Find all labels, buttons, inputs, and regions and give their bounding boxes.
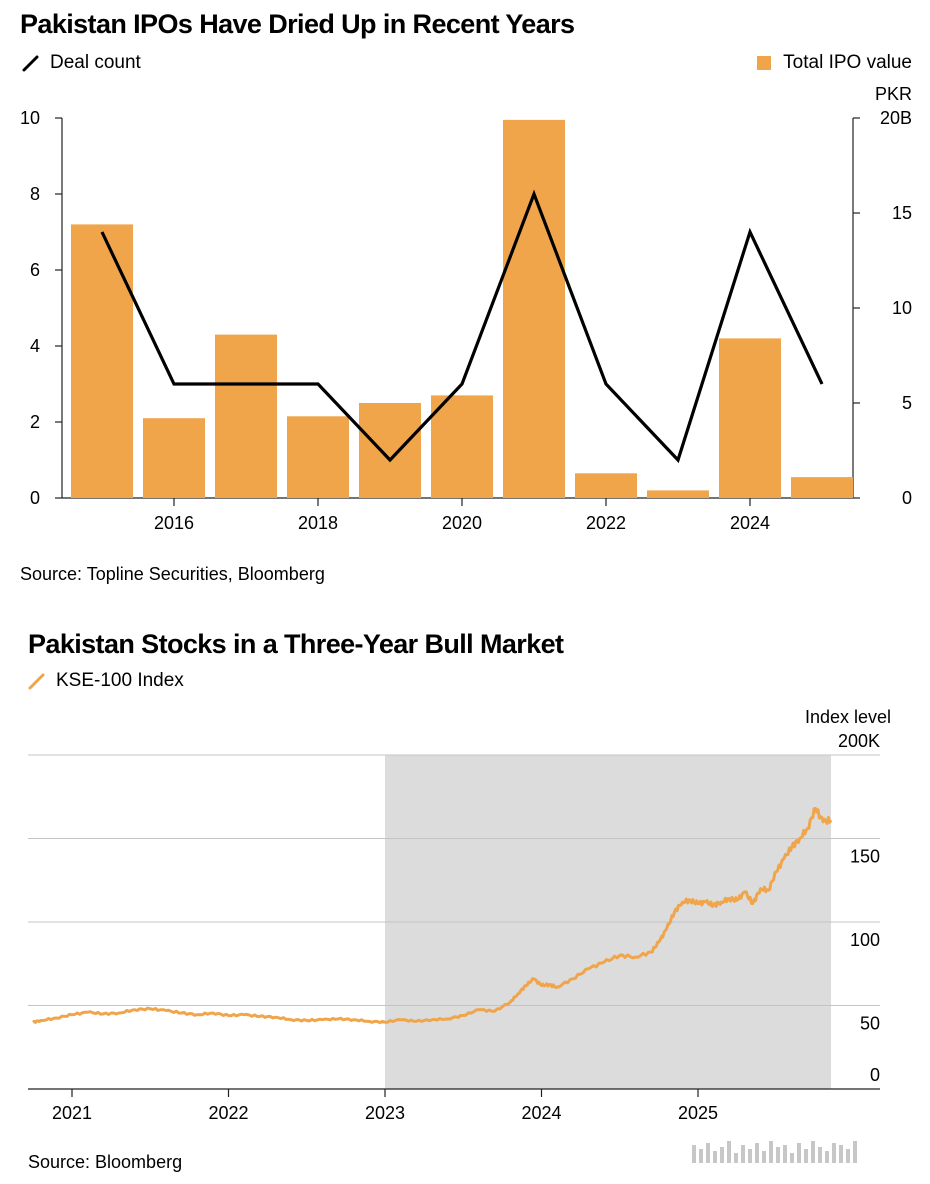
- left-tick-label: 4: [30, 336, 40, 356]
- bar-ipo-value-2020: [431, 395, 493, 498]
- chart1-plot: 0 2 4 6 8 10 0 5 10 15 20B PKR 2016 2018 2020 2022 2024: [20, 84, 912, 533]
- x-tick-label: 2022: [208, 1103, 248, 1123]
- y-axis-label: Index level: [805, 707, 891, 727]
- bar-ipo-value-2018: [287, 416, 349, 498]
- right-axis-unit-label: PKR: [875, 84, 912, 104]
- x-tick-label: 2022: [586, 513, 626, 533]
- chart1-legend-ipo-value: Total IPO value: [757, 52, 912, 74]
- bar-ipo-value-2017: [215, 334, 277, 498]
- square-legend-icon: [757, 56, 772, 70]
- chart2-source: Source: Bloomberg: [28, 1152, 183, 1172]
- x-tick-label: 2023: [365, 1103, 405, 1123]
- legend-label-kse100: KSE-100 Index: [56, 670, 184, 691]
- bar-ipo-value-2021: [503, 119, 565, 499]
- watermark-graphic: [692, 1141, 910, 1163]
- right-tick-label: 20B: [880, 108, 912, 128]
- bar-ipo-value-2024: [719, 338, 781, 498]
- chart1-legend-deal-count: Deal count: [22, 52, 141, 74]
- legend-label-deal-count: Deal count: [50, 52, 141, 73]
- x-tick-label: 2025: [678, 1103, 718, 1123]
- bar-ipo-value-2016: [143, 418, 205, 498]
- right-tick-label: 5: [902, 393, 912, 413]
- x-tick-label: 2024: [521, 1103, 561, 1123]
- line-legend-icon: [22, 55, 39, 72]
- left-tick-label: 2: [30, 412, 40, 432]
- legend-label-ipo-value: Total IPO value: [783, 52, 912, 73]
- x-tick-label: 2018: [298, 513, 338, 533]
- kse100-index-line: [32, 806, 833, 1025]
- right-tick-label: 10: [892, 298, 912, 318]
- y-tick-label: 50: [860, 1014, 880, 1034]
- x-tick-label: 2020: [442, 513, 482, 533]
- bar-ipo-value-2022: [575, 473, 637, 498]
- left-tick-label: 8: [30, 184, 40, 204]
- bar-ipo-value-2019: [359, 403, 421, 498]
- left-tick-label: 0: [30, 488, 40, 508]
- chart2-title: Pakistan Stocks in a Three-Year Bull Mar…: [28, 629, 564, 659]
- chart1-source: Source: Topline Securities, Bloomberg: [20, 564, 325, 584]
- x-tick-label: 2024: [730, 513, 770, 533]
- y-tick-label: 200K: [838, 731, 880, 751]
- y-tick-label: 100: [850, 930, 880, 950]
- bar-ipo-value-2015: [71, 224, 133, 498]
- chart2-legend-kse100: KSE-100 Index: [28, 670, 184, 692]
- right-tick-label: 15: [892, 203, 912, 223]
- bar-ipo-value-2025: [791, 477, 853, 498]
- right-tick-label: 0: [902, 488, 912, 508]
- left-tick-label: 6: [30, 260, 40, 280]
- bar-ipo-value-2023: [647, 490, 709, 498]
- x-tick-label: 2016: [154, 513, 194, 533]
- left-tick-label: 10: [20, 108, 40, 128]
- y-tick-label: 0: [870, 1065, 880, 1085]
- line-legend-icon: [28, 673, 45, 690]
- y-tick-label: 150: [850, 847, 880, 867]
- chart1-title: Pakistan IPOs Have Dried Up in Recent Ye…: [20, 9, 575, 39]
- x-tick-label: 2021: [52, 1103, 92, 1123]
